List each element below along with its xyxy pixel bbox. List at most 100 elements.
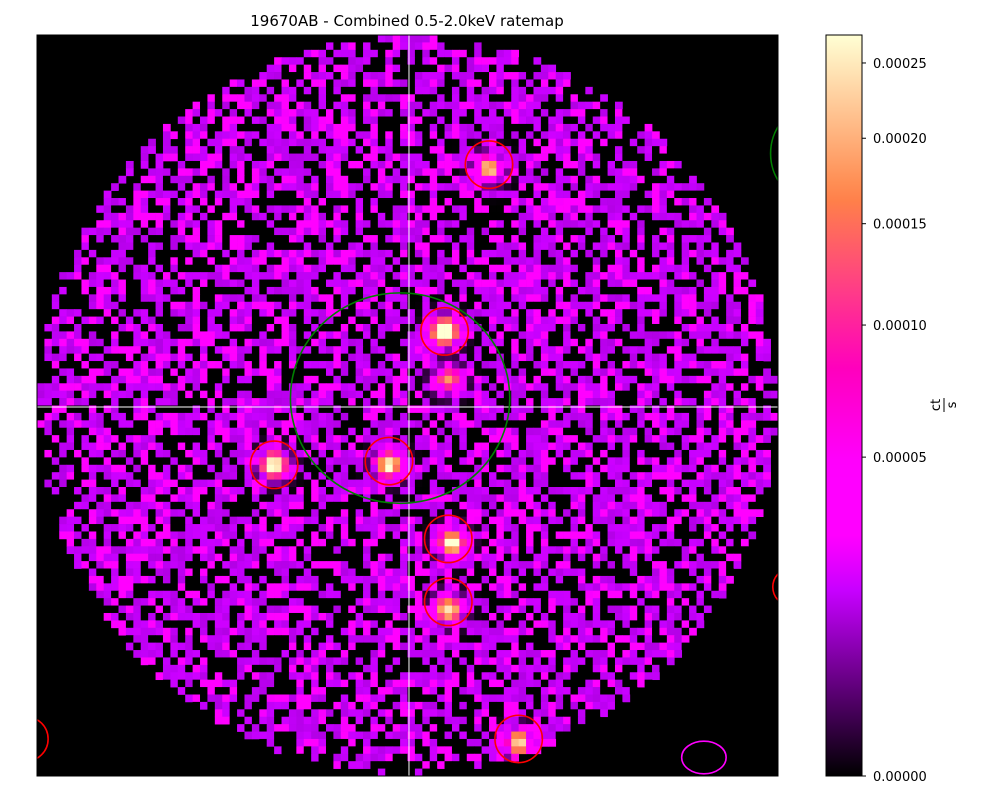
heatmap-cell [652, 412, 660, 421]
heatmap-cell [644, 420, 653, 429]
heatmap-cell [466, 249, 475, 258]
heatmap-cell [355, 160, 364, 169]
heatmap-cell [155, 338, 164, 347]
heatmap-cell [303, 86, 312, 95]
heatmap-cell [474, 257, 482, 266]
heatmap-cell [444, 227, 453, 236]
heatmap-cell [674, 309, 683, 317]
heatmap-cell [503, 116, 512, 125]
heatmap-cell [503, 405, 512, 414]
heatmap-cell [659, 457, 668, 466]
heatmap-cell [325, 94, 334, 103]
heatmap-cell [162, 286, 171, 295]
heatmap-cell [622, 242, 631, 251]
heatmap-cell [88, 264, 97, 273]
heatmap-cell [118, 272, 127, 280]
heatmap-cell [511, 257, 519, 266]
heatmap-cell [489, 301, 497, 310]
heatmap-cell [474, 190, 482, 199]
heatmap-cell [88, 338, 97, 347]
heatmap-cell [96, 457, 105, 466]
heatmap-cell [51, 323, 60, 332]
heatmap-cell [652, 160, 660, 169]
heatmap-cell [44, 427, 53, 436]
heatmap-cell [118, 301, 127, 310]
heatmap-cell [563, 264, 571, 273]
heatmap-cell [296, 198, 305, 206]
heatmap-cell [251, 279, 260, 288]
heatmap-cell [177, 405, 186, 414]
heatmap-cell [385, 235, 394, 243]
heatmap-cell [614, 338, 623, 347]
heatmap-cell [459, 301, 468, 310]
heatmap-cell [629, 257, 638, 266]
heatmap-cell [481, 109, 490, 117]
heatmap-cell [251, 138, 260, 147]
heatmap-cell [340, 294, 349, 303]
heatmap-cell [466, 264, 475, 273]
heatmap-cell [526, 405, 534, 414]
heatmap-cell [340, 368, 349, 377]
heatmap-cell [526, 190, 534, 199]
heatmap-cell [459, 123, 468, 132]
heatmap-cell [259, 168, 268, 177]
heatmap-cell [577, 286, 586, 295]
heatmap-cell [718, 435, 727, 443]
heatmap-cell [222, 405, 231, 414]
heatmap-cell [540, 168, 549, 177]
heatmap-cell [281, 257, 290, 266]
heatmap-cell [459, 183, 468, 191]
heatmap-cell [422, 42, 431, 51]
heatmap-cell [526, 183, 534, 191]
heatmap-cell [192, 153, 201, 162]
heatmap-cell [44, 338, 53, 347]
heatmap-cell [377, 101, 386, 110]
heatmap-cell [466, 331, 475, 340]
heatmap-cell [518, 198, 527, 206]
heatmap-cell [325, 160, 334, 169]
heatmap-cell [348, 183, 356, 191]
heatmap-cell [325, 79, 334, 88]
heatmap-cell [192, 390, 201, 399]
heatmap-cell [526, 309, 534, 317]
heatmap-cell [681, 249, 690, 258]
heatmap-cell [266, 457, 275, 466]
heatmap-cell [585, 153, 594, 162]
heatmap-cell [526, 94, 534, 103]
heatmap-cell [148, 487, 156, 495]
heatmap-cell [755, 383, 764, 392]
heatmap-cell [148, 479, 156, 488]
heatmap-cell [274, 227, 282, 236]
heatmap-cell [503, 331, 512, 340]
heatmap-cell [81, 479, 90, 488]
heatmap-cell [659, 427, 668, 436]
heatmap-cell [451, 257, 460, 266]
heatmap-cell [333, 346, 342, 354]
heatmap-cell [111, 279, 119, 288]
heatmap-cell [422, 398, 431, 406]
heatmap-cell [251, 464, 260, 473]
heatmap-cell [200, 375, 208, 384]
heatmap-cell [288, 242, 297, 251]
heatmap-cell [437, 101, 445, 110]
heatmap-cell [637, 390, 645, 399]
heatmap-cell [385, 412, 394, 421]
heatmap-cell [185, 361, 193, 369]
heatmap-cell [177, 198, 186, 206]
heatmap-cell [451, 316, 460, 325]
heatmap-cell [370, 464, 379, 473]
heatmap-cell [274, 412, 282, 421]
heatmap-cell [162, 279, 171, 288]
heatmap-cell [726, 472, 734, 480]
heatmap-cell [711, 346, 720, 354]
heatmap-cell [614, 198, 623, 206]
heatmap-cell [540, 109, 549, 117]
heatmap-cell [503, 353, 512, 362]
heatmap-cell [177, 168, 186, 177]
heatmap-cell [222, 168, 231, 177]
heatmap-cell [207, 198, 216, 206]
heatmap-cell [674, 464, 683, 473]
heatmap-cell [496, 427, 505, 436]
heatmap-cell [496, 457, 505, 466]
heatmap-cell [451, 294, 460, 303]
